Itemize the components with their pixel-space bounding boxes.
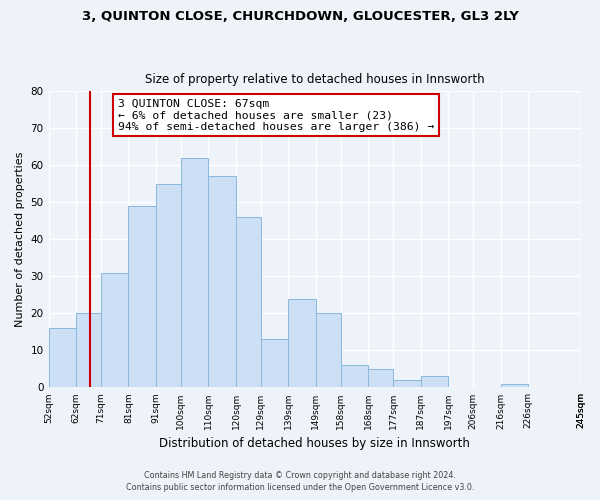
Bar — [368, 369, 393, 388]
Text: 3 QUINTON CLOSE: 67sqm
← 6% of detached houses are smaller (23)
94% of semi-deta: 3 QUINTON CLOSE: 67sqm ← 6% of detached … — [118, 98, 434, 132]
X-axis label: Distribution of detached houses by size in Innsworth: Distribution of detached houses by size … — [159, 437, 470, 450]
Bar — [289, 298, 316, 388]
Bar — [341, 365, 368, 388]
Bar — [156, 184, 181, 388]
Bar — [261, 340, 289, 388]
Bar — [236, 217, 261, 388]
Y-axis label: Number of detached properties: Number of detached properties — [15, 152, 25, 327]
Text: Contains HM Land Registry data © Crown copyright and database right 2024.
Contai: Contains HM Land Registry data © Crown c… — [126, 471, 474, 492]
Bar — [316, 314, 341, 388]
Bar — [393, 380, 421, 388]
Bar — [101, 272, 128, 388]
Bar — [500, 384, 528, 388]
Bar — [208, 176, 236, 388]
Bar — [49, 328, 76, 388]
Bar — [128, 206, 156, 388]
Text: 3, QUINTON CLOSE, CHURCHDOWN, GLOUCESTER, GL3 2LY: 3, QUINTON CLOSE, CHURCHDOWN, GLOUCESTER… — [82, 10, 518, 23]
Title: Size of property relative to detached houses in Innsworth: Size of property relative to detached ho… — [145, 73, 484, 86]
Bar — [76, 314, 101, 388]
Bar — [421, 376, 448, 388]
Bar — [181, 158, 208, 388]
